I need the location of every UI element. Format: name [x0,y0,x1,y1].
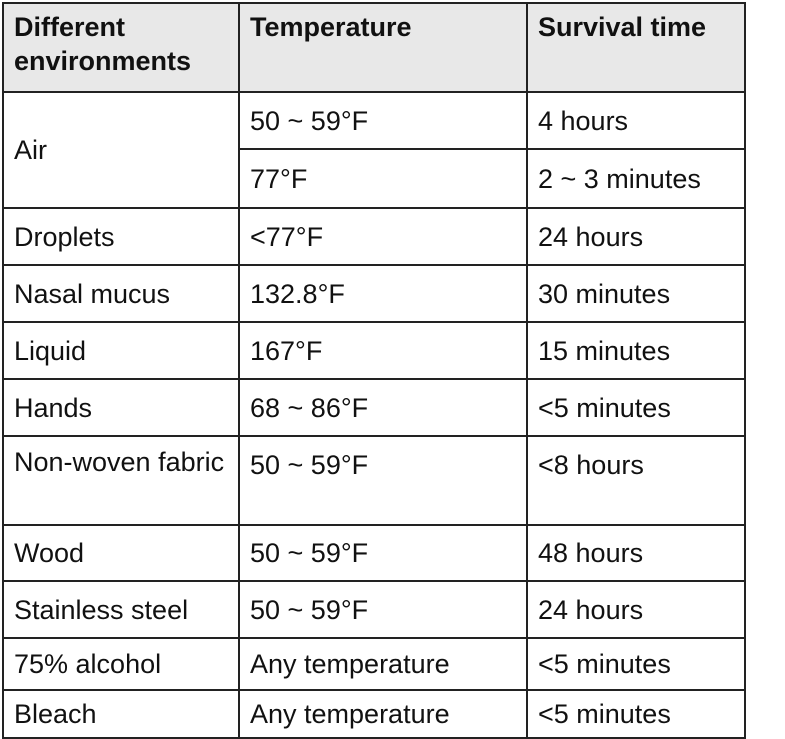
header-temperature: Temperature [238,2,528,93]
cell-survival: 15 minutes [526,321,746,380]
cell-temperature: 68 ~ 86°F [238,378,528,437]
table-row: Air 50 ~ 59°F 4 hours [2,91,746,209]
table-row: 75% alcohol Any temperature <5 minutes [2,637,746,691]
cell-temperature: 77°F [238,148,528,209]
cell-temperature: Any temperature [238,637,528,691]
cell-survival: <5 minutes [526,689,746,739]
table-row: Stainless steel 50 ~ 59°F 24 hours [2,580,746,639]
cell-environment: Wood [2,524,240,582]
header-row: Different environments Temperature Survi… [2,2,746,93]
cell-survival: 48 hours [526,524,746,582]
cell-temperature: 132.8°F [238,264,528,323]
table-row: Wood 50 ~ 59°F 48 hours [2,524,746,582]
cell-environment: Air [2,91,240,209]
survival-table: Different environments Temperature Survi… [2,2,746,739]
cell-temperature: 50 ~ 59°F [238,580,528,639]
table-row: Bleach Any temperature <5 minutes [2,689,746,739]
cell-environment: 75% alcohol [2,637,240,691]
cell-environment: Droplets [2,207,240,266]
cell-environment: Non-woven fabric [2,435,240,526]
cell-temperature: 50 ~ 59°F [238,524,528,582]
cell-temperature: <77°F [238,207,528,266]
cell-survival: <5 minutes [526,378,746,437]
header-environment: Different environments [2,2,240,93]
cell-temperature: 50 ~ 59°F [238,435,528,526]
cell-survival: 24 hours [526,580,746,639]
cell-survival: 4 hours [526,91,746,150]
header-survival-time: Survival time [526,2,746,93]
table-row: Nasal mucus 132.8°F 30 minutes [2,264,746,323]
cell-survival: <8 hours [526,435,746,526]
cell-environment: Nasal mucus [2,264,240,323]
cell-temperature: 50 ~ 59°F [238,91,528,150]
table-row: Droplets <77°F 24 hours [2,207,746,266]
table-row: Hands 68 ~ 86°F <5 minutes [2,378,746,437]
cell-survival: 2 ~ 3 minutes [526,148,746,209]
cell-environment: Liquid [2,321,240,380]
table-row: Liquid 167°F 15 minutes [2,321,746,380]
cell-environment: Hands [2,378,240,437]
cell-environment: Bleach [2,689,240,739]
cell-survival: 24 hours [526,207,746,266]
cell-temperature: 167°F [238,321,528,380]
table-row: 77°F 2 ~ 3 minutes [3,148,746,209]
cell-environment: Stainless steel [2,580,240,639]
cell-temperature: Any temperature [238,689,528,739]
cell-survival: <5 minutes [526,637,746,691]
cell-survival: 30 minutes [526,264,746,323]
table-row: Non-woven fabric 50 ~ 59°F <8 hours [2,435,746,526]
